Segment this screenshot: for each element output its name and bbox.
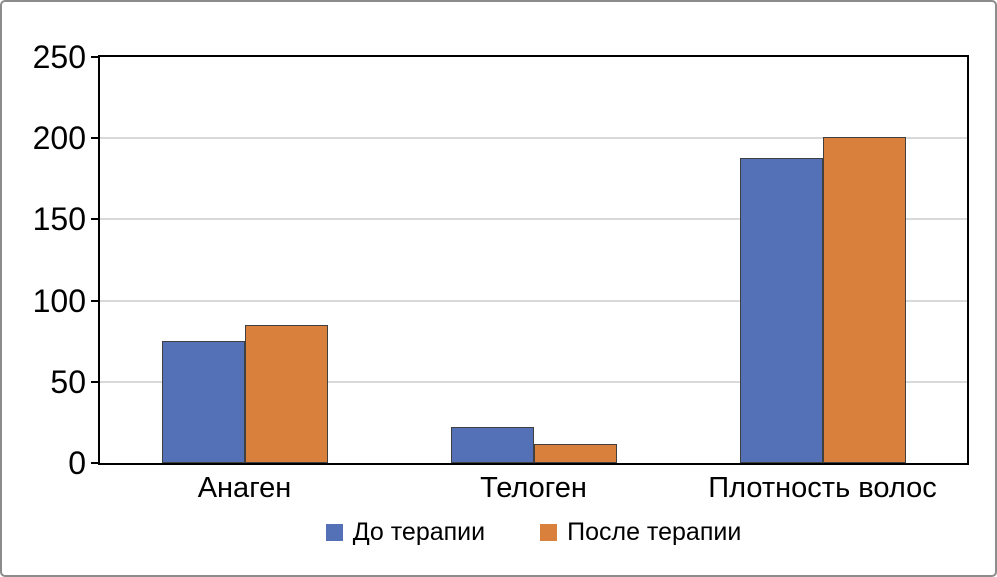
bar	[533, 443, 617, 463]
legend-swatch-icon	[325, 524, 343, 541]
legend-item: До терапии	[325, 518, 486, 546]
plot-area	[98, 55, 969, 465]
bar	[739, 157, 823, 463]
x-axis-category-label: Анаген	[197, 472, 292, 504]
bar	[822, 136, 906, 463]
y-axis-tick-label: 0	[68, 445, 86, 481]
x-axis-category-label: Плотность волос	[708, 472, 937, 504]
x-axis-category-label: Телоген	[480, 472, 587, 504]
gridline	[100, 218, 967, 221]
y-axis-tick-label: 150	[32, 201, 86, 238]
y-axis-tick-label: 50	[50, 363, 86, 400]
y-axis-tick-mark	[91, 462, 98, 464]
legend: До терапии После терапии	[98, 519, 969, 546]
legend-label: До терапии	[352, 518, 486, 546]
gridlines-layer	[100, 57, 967, 463]
gridline	[100, 380, 967, 383]
y-axis-tick-label: 200	[32, 120, 86, 157]
y-axis-tick-label: 100	[32, 282, 86, 319]
y-axis-tick-mark	[91, 380, 98, 383]
legend-swatch-icon	[540, 524, 558, 541]
bar	[244, 324, 328, 463]
y-axis-tick-label: 250	[32, 39, 86, 75]
gridline	[100, 137, 967, 140]
bar	[450, 427, 534, 463]
y-axis-tick-mark	[91, 137, 98, 140]
y-axis-tick-mark	[91, 218, 98, 221]
y-axis-tick-mark	[91, 299, 98, 302]
bars-layer	[100, 57, 967, 463]
legend-label: После терапии	[567, 518, 742, 546]
bar	[161, 341, 245, 463]
legend-item: После терапии	[540, 519, 741, 546]
y-axis-tick-mark	[91, 56, 98, 58]
gridline	[100, 299, 967, 302]
